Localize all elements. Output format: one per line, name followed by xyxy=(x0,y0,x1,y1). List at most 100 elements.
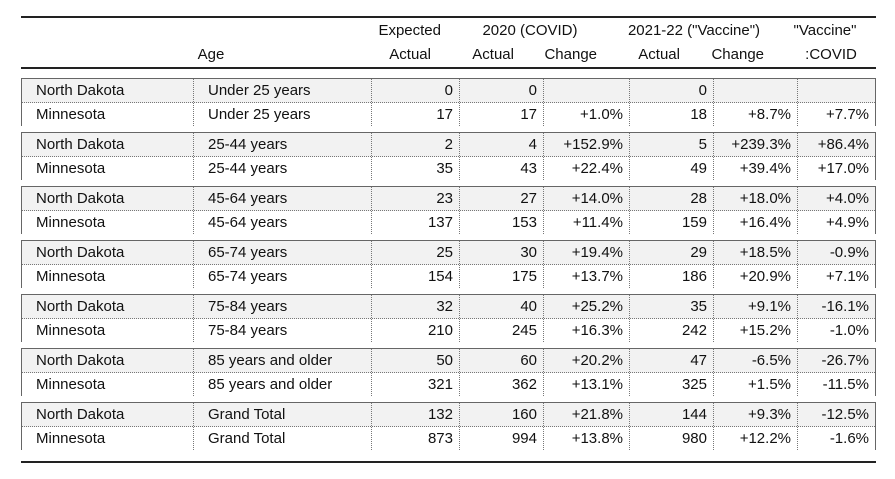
header-covid-group: 2020 (COVID) xyxy=(482,22,578,39)
vaccine-covid-cell xyxy=(798,79,875,102)
expected-cell: 2 xyxy=(372,133,460,156)
actual-2020-cell: 245 xyxy=(460,319,544,342)
state-cell: Minnesota xyxy=(22,427,194,450)
header-rule xyxy=(21,67,876,69)
change-2020-cell: +25.2% xyxy=(544,295,630,318)
expected-cell: 35 xyxy=(372,157,460,180)
header-age: Age xyxy=(197,46,225,63)
change-2020-cell: +1.0% xyxy=(544,103,630,126)
change-2020-cell: +20.2% xyxy=(544,349,630,372)
actual-2020-cell: 4 xyxy=(460,133,544,156)
actual-2021-cell: 186 xyxy=(630,265,714,288)
change-2020-cell: +13.8% xyxy=(544,427,630,450)
actual-2020-cell: 0 xyxy=(460,79,544,102)
header-expected-bottom: Actual xyxy=(389,46,431,63)
change-2021-cell: +239.3% xyxy=(714,133,798,156)
actual-2021-cell: 35 xyxy=(630,295,714,318)
row-group: North Dakota Under 25 years 0 0 0 Minnesota Un… xyxy=(21,78,876,126)
actual-2021-cell: 159 xyxy=(630,211,714,234)
age-cell: 65-74 years xyxy=(194,241,372,264)
age-cell: 75-84 years xyxy=(194,295,372,318)
table-row: Minnesota 65-74 years 154 175 +13.7% 186 +20.9… xyxy=(22,265,875,288)
state-cell: Minnesota xyxy=(22,373,194,396)
change-2021-cell: +9.1% xyxy=(714,295,798,318)
actual-2021-cell: 5 xyxy=(630,133,714,156)
table-row: North Dakota 25-44 years 2 4 +152.9% 5 +239.3%… xyxy=(22,133,875,157)
age-cell: 25-44 years xyxy=(194,157,372,180)
actual-2021-cell: 29 xyxy=(630,241,714,264)
expected-cell: 25 xyxy=(372,241,460,264)
state-cell: Minnesota xyxy=(22,103,194,126)
change-2021-cell: +12.2% xyxy=(714,427,798,450)
age-cell: Under 25 years xyxy=(194,103,372,126)
change-2021-cell: +9.3% xyxy=(714,403,798,426)
state-cell: North Dakota xyxy=(22,295,194,318)
table-row: Minnesota 45-64 years 137 153 +11.4% 159 +16.4… xyxy=(22,211,875,234)
actual-2020-cell: 362 xyxy=(460,373,544,396)
age-cell: 85 years and older xyxy=(194,373,372,396)
age-cell: 65-74 years xyxy=(194,265,372,288)
actual-2021-cell: 49 xyxy=(630,157,714,180)
vaccine-covid-cell: -11.5% xyxy=(822,376,869,393)
age-cell: Grand Total xyxy=(194,403,372,426)
change-2021-cell: +39.4% xyxy=(714,157,798,180)
actual-2021-cell: 18 xyxy=(630,103,714,126)
table-row: Minnesota Under 25 years 17 17 +1.0% 18 +8.7% +… xyxy=(22,103,875,126)
actual-2021-cell: 28 xyxy=(630,187,714,210)
vaccine-covid-cell: -16.1% xyxy=(821,298,869,315)
state-cell: North Dakota xyxy=(22,241,194,264)
state-cell: North Dakota xyxy=(22,79,194,102)
change-2021-cell: +1.5% xyxy=(714,373,798,396)
vaccine-covid-cell: -12.5% xyxy=(821,406,869,423)
actual-2020-cell: 160 xyxy=(460,403,544,426)
vaccine-covid-cell: +17.0% xyxy=(817,160,869,177)
header-vaccine-group: 2021-22 ("Vaccine") xyxy=(627,22,761,39)
row-group: North Dakota 25-44 years 2 4 +152.9% 5 +239.3%… xyxy=(21,132,876,180)
table-row: North Dakota Grand Total 132 160 +21.8% 144 +9… xyxy=(22,403,875,427)
state-cell: Minnesota xyxy=(22,211,194,234)
actual-2020-cell: 994 xyxy=(460,427,544,450)
actual-2021-cell: 0 xyxy=(630,79,714,102)
header-vaccine-actual: Actual xyxy=(638,46,680,63)
change-2021-cell: +18.0% xyxy=(714,187,798,210)
header-covid-change: Change xyxy=(544,46,597,63)
expected-cell: 23 xyxy=(372,187,460,210)
age-cell: 85 years and older xyxy=(194,349,372,372)
age-cell: 25-44 years xyxy=(194,133,372,156)
state-cell: Minnesota xyxy=(22,319,194,342)
actual-2021-cell: 47 xyxy=(630,349,714,372)
change-2021-cell: +18.5% xyxy=(714,241,798,264)
expected-cell: 137 xyxy=(372,211,460,234)
row-group: North Dakota 45-64 years 23 27 +14.0% 28 +18.0… xyxy=(21,186,876,234)
change-2020-cell: +16.3% xyxy=(544,319,630,342)
table-row: Minnesota 75-84 years 210 245 +16.3% 242 +15.2… xyxy=(22,319,875,342)
actual-2021-cell: 325 xyxy=(630,373,714,396)
state-cell: North Dakota xyxy=(22,133,194,156)
actual-2020-cell: 175 xyxy=(460,265,544,288)
change-2021-cell: +20.9% xyxy=(714,265,798,288)
change-2021-cell: +16.4% xyxy=(714,211,798,234)
expected-cell: 321 xyxy=(372,373,460,396)
expected-cell: 50 xyxy=(372,349,460,372)
table-row: North Dakota 85 years and older 50 60 +20.2%… xyxy=(22,349,875,373)
header-ratio-bottom: :COVID xyxy=(805,46,857,63)
header-covid-actual: Actual xyxy=(472,46,514,63)
expected-cell: 0 xyxy=(372,79,460,102)
vaccine-covid-cell: +7.1% xyxy=(826,268,869,285)
change-2020-cell: +13.1% xyxy=(544,373,630,396)
expected-cell: 32 xyxy=(372,295,460,318)
change-2020-cell: +14.0% xyxy=(544,187,630,210)
table-row: North Dakota 75-84 years 32 40 +25.2% 35 +9.1%… xyxy=(22,295,875,319)
actual-2020-cell: 43 xyxy=(460,157,544,180)
table-top-rule xyxy=(21,16,876,18)
state-cell: North Dakota xyxy=(22,403,194,426)
vaccine-covid-cell: +4.9% xyxy=(826,214,869,231)
age-cell: Under 25 years xyxy=(194,79,372,102)
expected-cell: 210 xyxy=(372,319,460,342)
header-expected-top: Expected xyxy=(378,22,441,39)
table-row: Minnesota 85 years and older 321 362 +13.1% 3… xyxy=(22,373,875,396)
table-row: North Dakota Under 25 years 0 0 0 xyxy=(22,79,875,103)
age-cell: 45-64 years xyxy=(194,211,372,234)
change-2021-cell: +15.2% xyxy=(714,319,798,342)
table-row: Minnesota Grand Total 873 994 +13.8% 980 +12.2… xyxy=(22,427,875,450)
